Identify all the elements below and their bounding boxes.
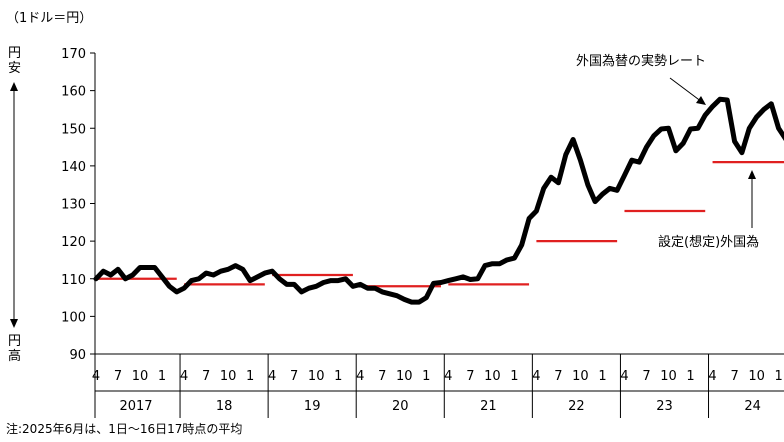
y-axis-top-label-char: 安 [8, 61, 21, 76]
actual-annotation-arrow-line [669, 77, 703, 103]
y-axis-bottom-label-char: 円 [8, 334, 21, 349]
up-arrow-icon [10, 82, 18, 91]
y-tick-label: 100 [61, 310, 86, 325]
actual-annotation-arrow-icon [696, 96, 706, 105]
y-tick-label: 140 [61, 160, 86, 175]
y-tick-label: 90 [69, 348, 86, 363]
x-month-label: 10 [308, 369, 325, 384]
assumed-rate-series [96, 161, 784, 288]
x-year-label: 18 [216, 399, 233, 414]
x-month-label: 1 [334, 369, 342, 384]
down-arrow-icon [10, 319, 18, 328]
x-month-label: 7 [730, 369, 738, 384]
x-month-label: 1 [510, 369, 518, 384]
y-tick-label: 160 [61, 85, 86, 100]
x-month-label: 4 [180, 369, 188, 384]
x-month-label: 1 [422, 369, 430, 384]
x-month-label: 7 [114, 369, 122, 384]
y-axis-bottom-label-char: 高 [8, 348, 21, 364]
x-month-label: 10 [132, 369, 149, 384]
x-month-label: 7 [642, 369, 650, 384]
x-month-label: 10 [220, 369, 237, 384]
unit-label: （1ドル＝円） [6, 11, 92, 26]
y-tick-label: 130 [61, 198, 86, 213]
x-year-label: 19 [304, 399, 321, 414]
x-month-label: 10 [660, 369, 677, 384]
y-axis-top-label-char: 円 [8, 46, 21, 61]
y-tick-label: 120 [61, 235, 86, 250]
y-tick-label: 150 [61, 122, 86, 137]
x-month-label: 1 [246, 369, 254, 384]
x-month-label: 10 [484, 369, 501, 384]
x-month-label: 4 [92, 369, 100, 384]
x-month-label: 10 [748, 369, 765, 384]
x-month-label: 1 [686, 369, 694, 384]
y-axis-ticks: 90 100 110 120 130 140 150 160 170 [61, 47, 95, 363]
x-month-label: 4 [620, 369, 628, 384]
x-month-label: 1 [598, 369, 606, 384]
x-year-label: 21 [480, 399, 497, 414]
x-month-label: 1 [158, 369, 166, 384]
x-month-label: 7 [378, 369, 386, 384]
assumed-rate-annotation: 設定(想定)外国為 [658, 234, 759, 250]
x-month-label: 10 [396, 369, 413, 384]
x-month-label: 1 [774, 369, 782, 384]
x-month-label: 4 [444, 369, 452, 384]
y-tick-label: 170 [61, 47, 86, 62]
x-year-label: 23 [656, 399, 673, 414]
x-year-label: 22 [568, 399, 585, 414]
footnote: 注:2025年6月は、1日〜16日17時点の平均 [6, 421, 242, 436]
x-year-label: 24 [744, 399, 761, 414]
x-month-label: 7 [554, 369, 562, 384]
actual-rate-line [93, 96, 784, 305]
x-month-label: 4 [532, 369, 540, 384]
assumed-annotation-arrow-icon [748, 170, 756, 179]
actual-rate-annotation: 外国為替の実勢レート [576, 53, 706, 69]
x-month-label: 7 [466, 369, 474, 384]
x-month-label: 7 [290, 369, 298, 384]
x-month-label: 4 [268, 369, 276, 384]
x-year-label: 20 [392, 399, 409, 414]
y-tick-label: 110 [61, 273, 86, 288]
x-year-label: 2017 [119, 399, 152, 414]
x-month-label: 10 [572, 369, 589, 384]
x-month-label: 7 [202, 369, 210, 384]
x-month-label: 4 [356, 369, 364, 384]
x-month-label: 4 [708, 369, 716, 384]
